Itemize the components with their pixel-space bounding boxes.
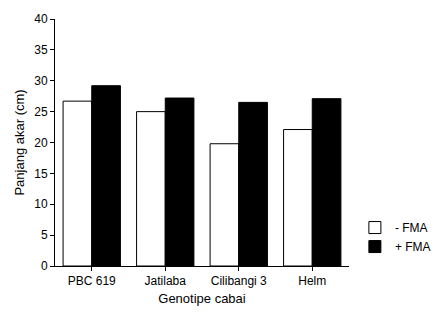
svg-text:35: 35 (34, 43, 48, 57)
svg-text:- FMA: - FMA (395, 221, 428, 235)
svg-text:Helm: Helm (298, 274, 326, 288)
svg-text:30: 30 (34, 74, 48, 88)
svg-text:15: 15 (34, 167, 48, 181)
svg-text:Genotipe cabai: Genotipe cabai (158, 291, 246, 306)
svg-text:0: 0 (41, 259, 48, 273)
svg-text:20: 20 (34, 136, 48, 150)
svg-text:Cilibangi 3: Cilibangi 3 (211, 274, 267, 288)
svg-text:Jatilaba: Jatilaba (145, 274, 187, 288)
svg-text:40: 40 (34, 12, 48, 26)
svg-text:Panjang akar (cm): Panjang akar (cm) (12, 89, 27, 195)
svg-text:PBC 619: PBC 619 (68, 274, 116, 288)
svg-text:10: 10 (34, 197, 48, 211)
svg-text:25: 25 (34, 105, 48, 119)
svg-text:5: 5 (41, 228, 48, 242)
svg-text:+ FMA: + FMA (395, 240, 431, 254)
